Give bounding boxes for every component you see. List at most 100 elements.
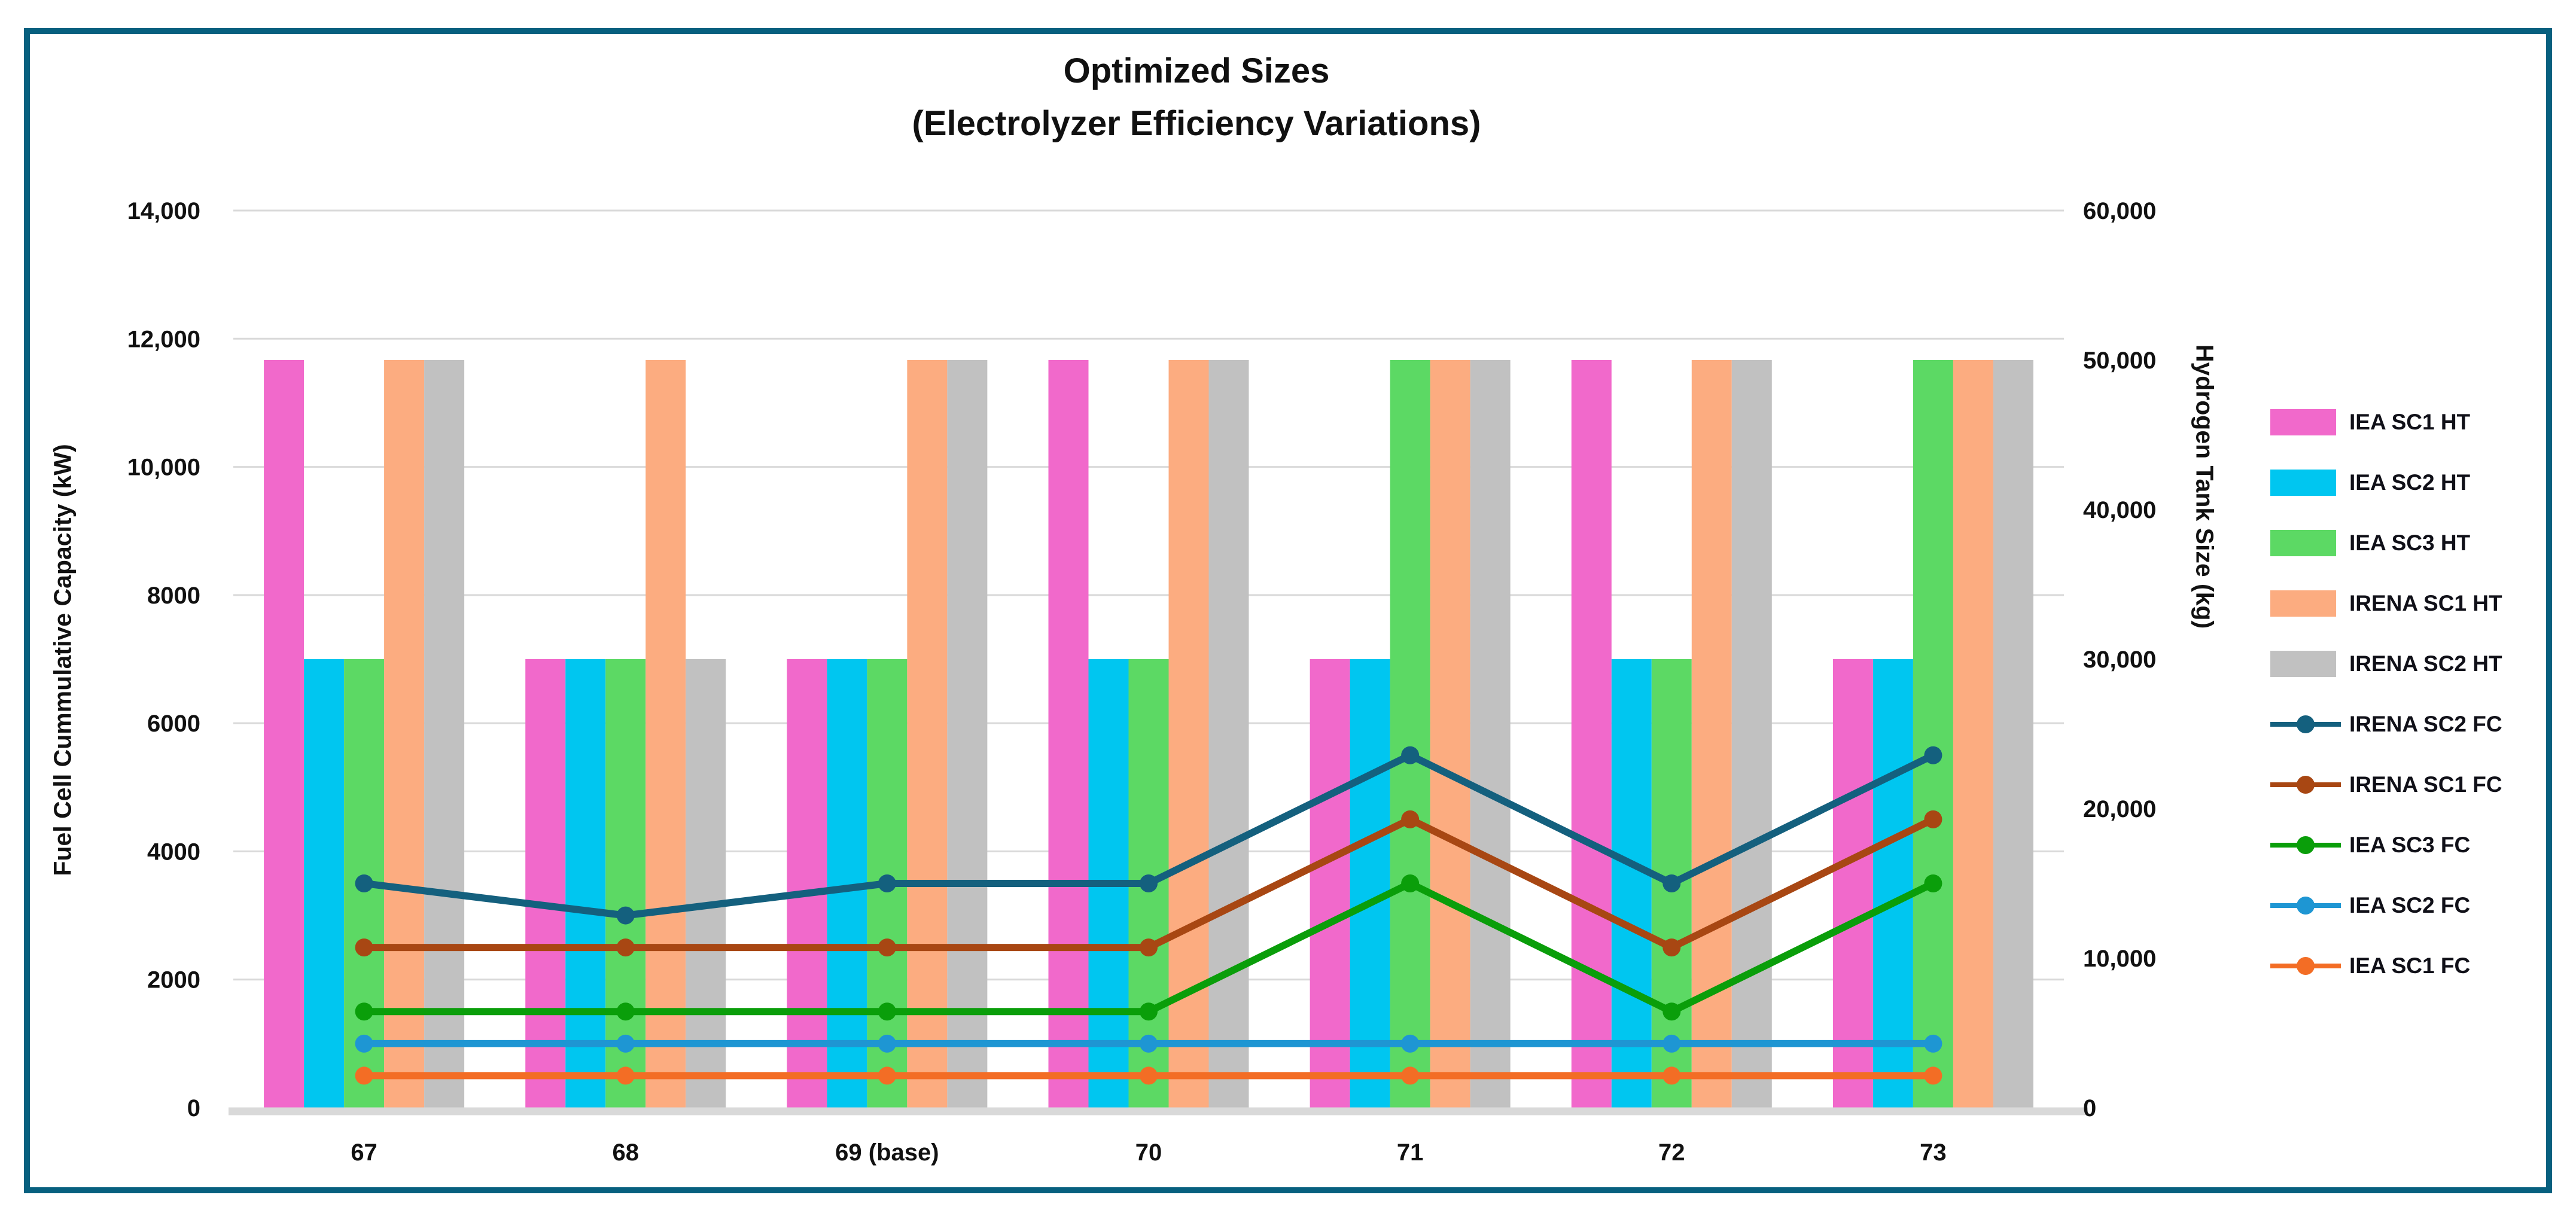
left-tick-label: 2000	[147, 967, 200, 993]
right-tick-label: 40,000	[2083, 497, 2156, 523]
bars-iea-sc3-ht	[344, 360, 1953, 1108]
bar	[304, 659, 345, 1108]
legend-line-swatch	[2270, 827, 2341, 863]
legend-line-swatch	[2270, 767, 2341, 803]
bar	[1208, 360, 1249, 1108]
left-tick-label: 10,000	[127, 455, 200, 481]
data-point-marker	[1662, 938, 1681, 957]
legend-line-swatch	[2270, 948, 2341, 984]
left-axis-title: Fuel Cell Cummulative Capacity (kW)	[48, 444, 77, 876]
bar	[1390, 360, 1430, 1108]
right-tick-label: 10,000	[2083, 946, 2156, 972]
data-point-marker	[1662, 1002, 1681, 1021]
bar	[1350, 659, 1390, 1108]
bars-irena-sc2-ht	[424, 360, 2033, 1108]
data-point-marker	[878, 874, 896, 892]
line-series	[355, 746, 1942, 1085]
bar	[1310, 659, 1350, 1108]
data-point-marker	[1662, 1066, 1681, 1085]
bar	[1048, 360, 1089, 1108]
legend-label: IRENA SC1 HT	[2349, 590, 2502, 615]
left-tick-label: 12,000	[127, 326, 200, 352]
data-point-marker	[355, 1034, 373, 1053]
left-tick-label: 8000	[147, 583, 200, 609]
legend-item-irena-sc2-fc: IRENA SC2 FC	[2270, 694, 2551, 754]
legend-item-iea-sc3-fc: IEA SC3 FC	[2270, 815, 2551, 875]
legend-label: IRENA SC2 FC	[2349, 711, 2502, 736]
data-point-marker	[616, 1066, 635, 1085]
left-tick-label: 4000	[147, 839, 200, 865]
legend-bar-swatch	[2270, 404, 2341, 440]
data-point-marker	[616, 906, 635, 925]
data-point-marker	[1401, 746, 1420, 764]
bar	[907, 360, 948, 1108]
legend-line-swatch	[2270, 888, 2341, 923]
data-point-marker	[1140, 874, 1158, 892]
bar	[947, 360, 988, 1108]
right-tick-label: 0	[2083, 1095, 2096, 1121]
bar	[1872, 659, 1913, 1108]
data-point-marker	[1662, 1034, 1681, 1053]
bar	[1470, 360, 1511, 1108]
legend-item-iea-sc3-ht: IEA SC3 HT	[2270, 513, 2551, 573]
bar	[605, 659, 646, 1108]
bar	[424, 360, 465, 1108]
bar-series	[264, 360, 2033, 1108]
data-point-marker	[1924, 1034, 1942, 1053]
data-point-marker	[616, 1002, 635, 1021]
x-category-label: 68	[612, 1139, 639, 1166]
chart-title: Optimized Sizes (Electrolyzer Efficiency…	[0, 45, 2393, 150]
right-tick-label: 30,000	[2083, 647, 2156, 673]
data-point-marker	[1662, 874, 1681, 892]
right-tick-label: 50,000	[2083, 348, 2156, 374]
data-point-marker	[1401, 1066, 1420, 1085]
line-iea-sc3-fc	[355, 874, 1942, 1021]
x-category-label: 69 (base)	[835, 1139, 939, 1166]
legend-label: IEA SC2 FC	[2349, 892, 2471, 918]
legend-item-irena-sc1-fc: IRENA SC1 FC	[2270, 754, 2551, 815]
bar	[1430, 360, 1470, 1108]
legend-item-iea-sc1-fc: IEA SC1 FC	[2270, 935, 2551, 996]
data-point-marker	[878, 1002, 896, 1021]
data-point-marker	[1924, 1066, 1942, 1085]
chart-legend: IEA SC1 HT IEA SC2 HT IEA SC3 HT IRENA SC1 …	[2270, 392, 2551, 996]
data-point-marker	[355, 874, 373, 892]
legend-label: IEA SC2 HT	[2349, 470, 2471, 495]
data-point-marker	[1140, 1002, 1158, 1021]
data-point-marker	[878, 1034, 896, 1053]
legend-label: IEA SC1 FC	[2349, 953, 2471, 978]
right-tick-label: 60,000	[2083, 198, 2156, 224]
legend-label: IRENA SC2 HT	[2349, 651, 2502, 676]
left-axis-ticks: 0 2000 4000 6000 8000 10,000 12,000 14,000	[127, 198, 200, 1121]
x-category-label: 67	[351, 1139, 377, 1166]
legend-label: IEA SC1 HT	[2349, 409, 2471, 434]
bar	[686, 659, 726, 1108]
right-tick-label: 20,000	[2083, 796, 2156, 822]
bar	[264, 360, 305, 1108]
data-point-marker	[1924, 810, 1942, 828]
data-point-marker	[1401, 1034, 1420, 1053]
bar	[1832, 659, 1873, 1108]
x-category-label: 72	[1658, 1139, 1685, 1166]
line-iea-sc1-fc	[355, 1066, 1942, 1085]
data-point-marker	[1924, 746, 1942, 764]
legend-item-iea-sc2-ht: IEA SC2 HT	[2270, 452, 2551, 513]
data-point-marker	[1924, 874, 1942, 892]
line-irena-sc2-fc	[355, 746, 1942, 925]
x-category-label: 73	[1920, 1139, 1947, 1166]
legend-item-iea-sc2-fc: IEA SC2 FC	[2270, 875, 2551, 935]
legend-line-swatch	[2270, 706, 2341, 742]
legend-label: IEA SC3 HT	[2349, 530, 2471, 555]
data-point-marker	[1140, 1066, 1158, 1085]
legend-bar-swatch	[2270, 586, 2341, 621]
bar	[384, 360, 425, 1108]
data-point-marker	[1140, 1034, 1158, 1053]
data-point-marker	[878, 938, 896, 957]
bar	[1611, 659, 1652, 1108]
bar	[1571, 360, 1612, 1108]
bar	[1913, 360, 1953, 1108]
legend-item-irena-sc2-ht: IRENA SC2 HT	[2270, 633, 2551, 694]
bar	[787, 659, 827, 1108]
bars-iea-sc1-ht	[264, 360, 1873, 1108]
